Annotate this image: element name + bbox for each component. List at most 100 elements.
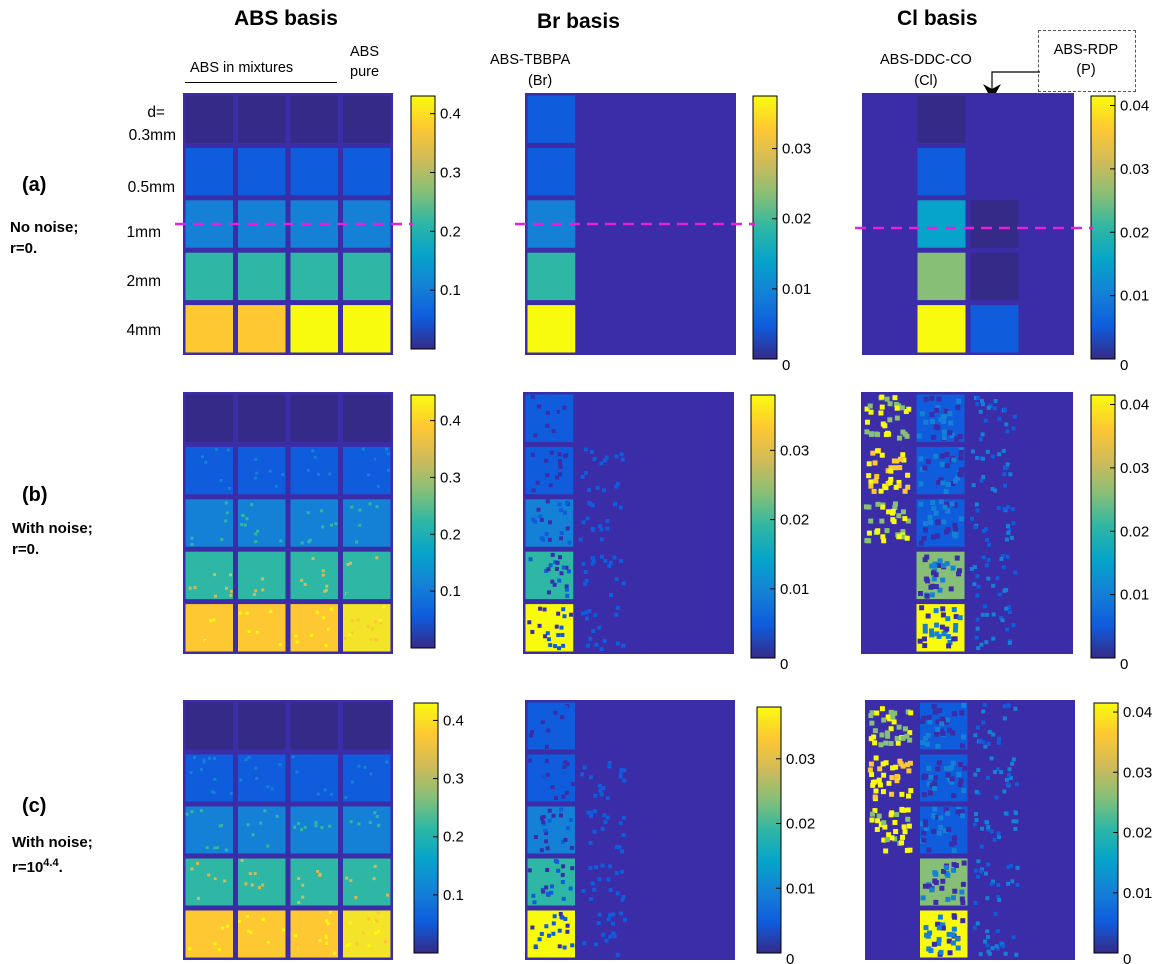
noise-speckle-group xyxy=(586,809,626,854)
br-cell xyxy=(527,95,576,143)
colorbar-tick-label: 0.02 xyxy=(780,512,809,529)
abs-in-mixtures-underline xyxy=(185,82,337,83)
row-c-label: With noise; r=104.4. xyxy=(12,832,93,878)
abs-basis-title: ABS basis xyxy=(234,7,338,30)
noise-speckle-group xyxy=(528,552,571,598)
row-a-label-line-1: No noise; xyxy=(10,219,79,236)
abs-ddc-co-label: ABS-DDC-CO (Cl) xyxy=(880,50,972,92)
abs-cell xyxy=(238,147,286,196)
noise-speckle-group xyxy=(238,458,286,488)
br-basis-title: Br basis xyxy=(537,10,620,33)
noise-speckle-group xyxy=(917,554,962,599)
abs-cell xyxy=(238,95,286,143)
cl-basis-panel-b xyxy=(861,392,1073,654)
noise-speckle-group xyxy=(530,911,575,950)
abs-rdp-line-1: ABS-RDP xyxy=(1053,42,1119,58)
noise-speckle-group xyxy=(970,448,1013,493)
noise-speckle-group xyxy=(238,914,286,957)
cl-cell xyxy=(917,305,966,353)
abs-cell xyxy=(290,200,338,248)
row-c-tag: (c) xyxy=(22,795,47,817)
noise-speckle-group xyxy=(185,807,230,852)
rdp-cell xyxy=(970,200,1019,248)
br-cell xyxy=(527,858,575,906)
noise-speckle-group xyxy=(867,755,914,802)
noise-speckle-group xyxy=(300,509,338,545)
noise-speckle-group xyxy=(345,553,391,596)
colorbar-tick-label: 0.04 xyxy=(1120,397,1149,414)
cl-cell xyxy=(917,200,966,248)
colorbar-tick-label: 0.02 xyxy=(1120,523,1149,540)
noise-speckle-group xyxy=(345,704,390,749)
br-basis-panel-c xyxy=(525,700,735,960)
abs-cell xyxy=(290,305,338,353)
abs-cell xyxy=(238,551,286,600)
noise-speckle-group xyxy=(239,755,282,791)
abs-basis-panel-b xyxy=(183,392,393,654)
colorbar-tick-label: 0.1 xyxy=(443,887,464,904)
colorbar-tick-label: 0.01 xyxy=(780,581,809,598)
abs-cell xyxy=(185,305,233,353)
abs-cell xyxy=(343,910,391,958)
abs-cell xyxy=(238,305,286,353)
colorbar-tick-label: 0.3 xyxy=(440,164,461,181)
abs-cell xyxy=(185,702,233,750)
abs-cell xyxy=(185,551,233,600)
noise-speckle-group xyxy=(188,911,230,958)
noise-speckle-group xyxy=(970,502,1016,547)
colorbar-tick-label: 0.03 xyxy=(786,751,815,768)
cl-basis-panel-c xyxy=(865,700,1075,960)
colorbar-tick-label: 0.02 xyxy=(1123,825,1152,842)
abs-cell xyxy=(185,95,233,143)
noise-speckle-group xyxy=(972,911,1019,957)
abs-colorbar-c: 0.4 0.3 0.2 0.1 xyxy=(413,702,464,954)
abs-cell xyxy=(290,446,338,495)
noise-speckle-group xyxy=(869,806,913,854)
colorbar-tick-label: 0.2 xyxy=(443,829,464,846)
br-cell xyxy=(527,702,575,750)
abs-cell xyxy=(343,806,391,854)
noise-speckle-group xyxy=(293,447,338,487)
abs-cell xyxy=(290,806,338,854)
noise-speckle-group xyxy=(238,858,277,905)
noise-speckle-group xyxy=(973,702,1018,749)
cl-cell xyxy=(917,147,966,196)
noise-speckle-group xyxy=(249,551,279,597)
colorbar-tick-label: 0.1 xyxy=(440,282,461,299)
abs-tbbpa-label: ABS-TBBPA (Br) xyxy=(490,50,570,92)
noise-speckle-group xyxy=(528,394,572,439)
noise-speckle-group xyxy=(920,702,967,749)
abs-cell xyxy=(343,604,391,652)
dashed-line-abs xyxy=(175,222,413,226)
colorbar-tick-label: 0.02 xyxy=(1120,224,1149,241)
abs-basis-panel-a xyxy=(183,93,393,355)
abs-ddc-co-line-2: (Cl) xyxy=(914,73,938,89)
colorbar-tick-label: 0.4 xyxy=(440,106,461,123)
noise-speckle-group xyxy=(972,809,1019,849)
noise-speckle-group xyxy=(347,395,390,439)
colorbar-gradient xyxy=(750,394,776,659)
thickness-label-0: 0.3mm xyxy=(128,127,176,144)
row-b-label-line-1: With noise; xyxy=(12,520,93,537)
abs-cell xyxy=(343,551,391,600)
abs-cell xyxy=(343,702,391,750)
noise-speckle-group xyxy=(866,448,911,494)
abs-cell xyxy=(343,95,391,143)
colorbar-tick-label: 0.03 xyxy=(1120,460,1149,477)
noise-speckle-group xyxy=(974,604,1016,651)
noise-speckle-group xyxy=(186,610,222,651)
noise-speckle-group xyxy=(300,552,329,597)
noise-speckle-group xyxy=(528,758,575,802)
noise-speckle-group xyxy=(343,605,386,642)
colorbar-tick-label: 0.4 xyxy=(443,712,464,729)
abs-cell xyxy=(238,446,286,495)
colorbar-tick-label: 0 xyxy=(786,951,794,964)
colorbar-tick-label: 0 xyxy=(1123,951,1131,964)
row-a-label: No noise; r=0. xyxy=(10,217,78,259)
noise-speckle-group xyxy=(920,860,967,906)
noise-speckle-group xyxy=(294,911,337,955)
colorbar-tick-label: 0.02 xyxy=(786,816,815,833)
noise-speckle-group xyxy=(864,394,912,441)
noise-speckle-group xyxy=(525,450,569,493)
noise-speckle-group xyxy=(533,807,574,853)
